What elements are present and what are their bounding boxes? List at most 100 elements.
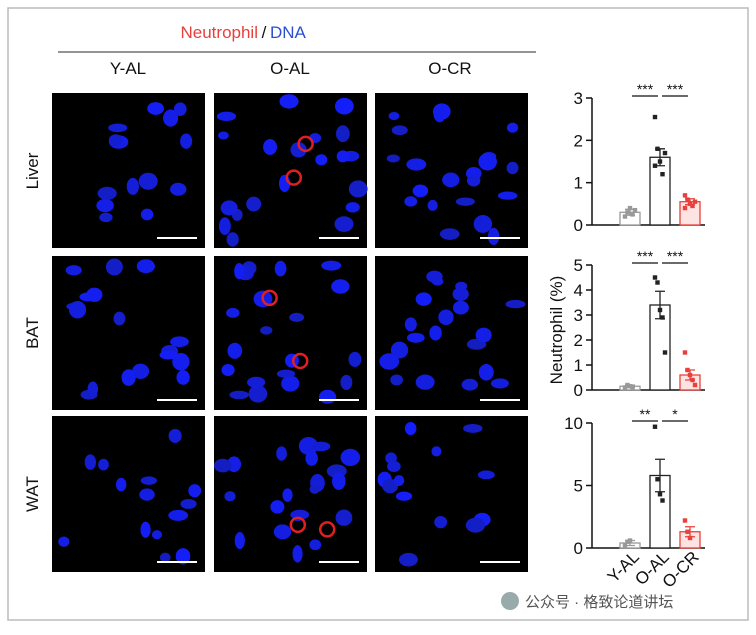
data-point <box>687 535 693 541</box>
data-point <box>690 377 695 383</box>
stain-label: DNA <box>270 23 307 42</box>
neutrophil <box>291 352 309 370</box>
nucleus <box>404 196 418 207</box>
nucleus <box>348 180 368 198</box>
nucleus <box>390 341 409 359</box>
nucleus <box>270 500 285 514</box>
nucleus <box>335 125 350 143</box>
data-point <box>652 114 658 120</box>
neutrophil <box>318 521 336 538</box>
nucleus <box>406 158 427 171</box>
nucleus <box>382 478 399 494</box>
nucleus <box>68 300 87 319</box>
nucleus <box>461 378 479 391</box>
nucleus <box>336 150 350 163</box>
nucleus <box>281 375 300 392</box>
nucleus <box>247 376 266 388</box>
nucleus <box>393 475 405 486</box>
y-tick-label: 1 <box>574 356 583 375</box>
data-point <box>627 205 633 211</box>
nucleus <box>388 111 400 121</box>
data-point <box>662 350 668 355</box>
y-tick-label: 2 <box>574 131 583 150</box>
data-point <box>630 212 635 217</box>
nucleus <box>466 174 481 187</box>
y-tick-label: 2 <box>574 331 583 350</box>
nucleus <box>246 196 262 212</box>
data-point <box>687 201 693 207</box>
nucleus <box>263 138 277 155</box>
nucleus <box>487 227 500 246</box>
nucleus <box>136 259 155 274</box>
y-tick-label: 5 <box>574 256 583 275</box>
nucleus <box>475 327 492 343</box>
nucleus <box>340 448 361 467</box>
nucleus <box>226 232 239 247</box>
data-point <box>627 384 633 389</box>
column-label: O-AL <box>270 59 310 78</box>
nucleus <box>391 125 408 136</box>
nucleus <box>412 184 429 198</box>
row-label: WAT <box>23 476 42 512</box>
nucleus <box>113 311 126 326</box>
nucleus <box>465 517 486 533</box>
y-tick-label: 10 <box>564 414 583 433</box>
stain-label: Neutrophil <box>181 23 259 42</box>
significance-label: *** <box>637 248 654 264</box>
y-tick-label: 3 <box>574 89 583 108</box>
nucleus <box>334 97 354 115</box>
data-point <box>660 172 665 177</box>
nucleus <box>379 353 400 370</box>
nucleus <box>506 161 519 175</box>
data-point <box>625 210 630 215</box>
nucleus <box>126 177 140 195</box>
nucleus <box>309 539 322 551</box>
nucleus <box>218 131 229 140</box>
nucleus <box>415 292 432 306</box>
nucleus <box>108 134 123 147</box>
nucleus <box>331 279 350 294</box>
nucleus <box>234 532 245 550</box>
watermark: 公众号 · 格致论道讲坛 <box>501 592 673 611</box>
nucleus <box>439 228 460 240</box>
nucleus <box>334 216 354 232</box>
column-label: Y-AL <box>110 59 146 78</box>
y-tick-label: 0 <box>574 539 583 558</box>
nucleus <box>289 312 305 323</box>
error-bar <box>655 458 665 493</box>
nucleus <box>452 300 469 315</box>
nucleus <box>506 122 519 133</box>
micrograph <box>375 93 528 248</box>
data-point <box>692 199 698 204</box>
nucleus <box>229 390 249 400</box>
nucleus <box>96 198 114 213</box>
nucleus <box>404 317 417 332</box>
y-tick-label: 0 <box>574 216 583 235</box>
nucleus <box>170 182 187 196</box>
nucleus <box>315 154 328 166</box>
significance-label: *** <box>667 248 684 264</box>
nucleus <box>147 102 165 115</box>
nucleus <box>140 476 157 485</box>
data-point <box>690 203 695 209</box>
nucleus <box>433 105 446 123</box>
nucleus <box>99 212 113 223</box>
nucleus <box>406 332 425 343</box>
nucleus <box>180 498 197 509</box>
nucleus <box>298 436 319 455</box>
nucleus <box>490 378 509 389</box>
y-axis-label: Neutrophil (%) <box>547 276 566 385</box>
nucleus <box>159 552 171 563</box>
nucleus <box>163 109 179 127</box>
y-tick-label: 5 <box>574 477 583 496</box>
data-point <box>622 385 628 390</box>
data-point <box>622 543 628 548</box>
nucleus <box>463 423 483 433</box>
nucleus <box>221 363 235 377</box>
column-label: O-CR <box>428 59 471 78</box>
nucleus <box>390 374 404 386</box>
nucleus <box>385 452 397 464</box>
nucleus <box>248 385 268 403</box>
significance-label: ** <box>640 406 651 422</box>
